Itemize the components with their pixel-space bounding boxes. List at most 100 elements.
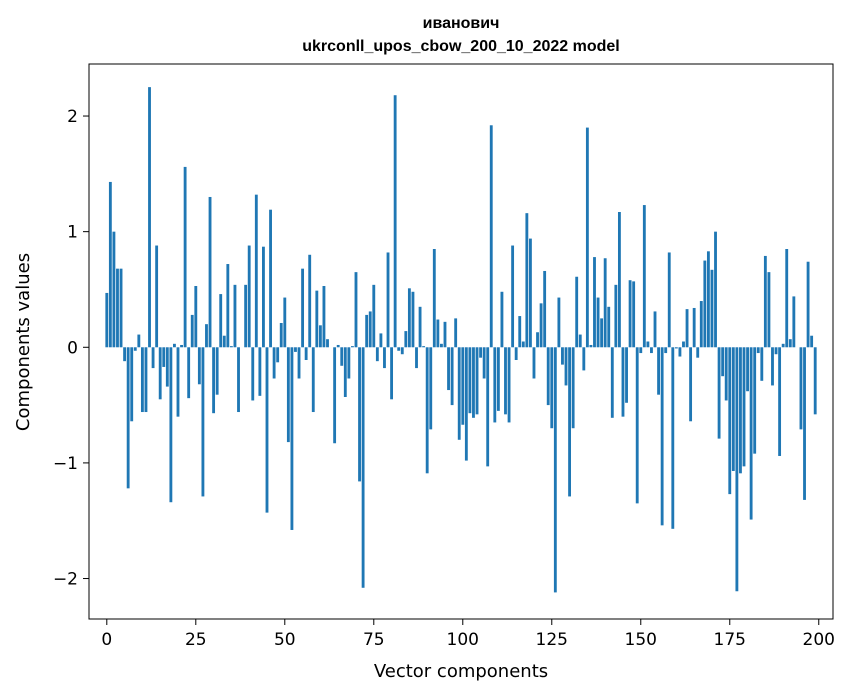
- bar-component-121: [536, 332, 539, 348]
- bar-component-130: [568, 347, 571, 497]
- bar-component-165: [692, 307, 696, 348]
- bar-component-24: [190, 314, 194, 348]
- bar-component-149: [635, 347, 639, 504]
- bar-component-106: [482, 347, 486, 379]
- bar-component-82: [397, 347, 401, 351]
- bar-component-103: [472, 347, 475, 418]
- bar-component-30: [212, 347, 216, 414]
- bar-component-92: [432, 249, 436, 348]
- bar-component-35: [229, 346, 233, 348]
- bar-component-128: [561, 347, 564, 365]
- bar-component-14: [155, 245, 159, 348]
- bar-component-123: [543, 270, 547, 348]
- bar-component-112: [504, 347, 507, 415]
- bar-component-86: [411, 291, 415, 348]
- bar-component-113: [507, 347, 511, 423]
- bar-component-96: [447, 347, 450, 391]
- x-axis-ticks: 0 25 50 75 100 125 150 175 200: [101, 619, 835, 650]
- bar-component-190: [781, 343, 785, 348]
- bar-component-193: [792, 296, 796, 348]
- bar-component-199: [813, 347, 817, 415]
- bar-component-119: [528, 238, 532, 348]
- bar-component-89: [422, 346, 426, 348]
- bar-component-135: [585, 127, 589, 348]
- bar-component-188: [774, 347, 778, 355]
- bar-component-173: [721, 347, 725, 377]
- x-tick-label: 25: [185, 630, 207, 650]
- bar-component-5: [123, 347, 127, 362]
- plot-frame: [88, 63, 834, 620]
- y-tick-label: −1: [53, 454, 78, 474]
- bar-component-95: [443, 321, 447, 348]
- bar-component-183: [756, 347, 760, 354]
- bar-component-104: [475, 347, 479, 415]
- bar-component-73: [365, 314, 369, 348]
- bar-component-147: [628, 280, 632, 348]
- bar-component-2: [112, 231, 116, 348]
- bar-component-97: [450, 347, 454, 406]
- bar-component-171: [714, 231, 717, 348]
- x-tick-label: 50: [274, 630, 296, 650]
- bar-component-184: [760, 347, 764, 381]
- bar-component-37: [237, 347, 240, 413]
- chart-title-line2: ukrconll_upos_cbow_200_10_2022 model: [302, 38, 619, 55]
- bar-component-71: [358, 347, 361, 482]
- bar-component-176: [731, 347, 735, 471]
- bar-component-58: [311, 347, 315, 413]
- bar-component-133: [578, 334, 582, 348]
- bar-component-117: [521, 341, 525, 348]
- bar-component-50: [283, 297, 287, 348]
- bar-component-1: [108, 181, 112, 348]
- bar-component-57: [308, 254, 312, 348]
- bar-component-162: [682, 341, 685, 348]
- bar-component-94: [440, 343, 443, 348]
- bar-component-80: [390, 347, 394, 400]
- bar-component-41: [251, 347, 255, 401]
- bar-component-108: [489, 125, 493, 348]
- bar-component-76: [375, 347, 379, 362]
- bar-component-151: [642, 205, 646, 348]
- bar-component-100: [461, 347, 465, 425]
- bar-component-44: [262, 246, 265, 348]
- bar-component-59: [315, 290, 319, 348]
- bar-component-185: [763, 255, 767, 348]
- bar-component-150: [639, 347, 643, 354]
- bar-component-159: [671, 347, 675, 529]
- bar-component-90: [425, 347, 429, 474]
- bar-component-84: [404, 331, 408, 348]
- bar-component-179: [742, 347, 746, 467]
- bar-component-40: [247, 245, 251, 348]
- bar-component-6: [126, 347, 130, 489]
- bar-component-47: [272, 347, 276, 379]
- bar-component-109: [493, 347, 497, 423]
- bar-component-156: [660, 347, 664, 526]
- y-axis-ticks: −2 −1 0 1 2: [53, 107, 89, 590]
- x-tick-label: 100: [447, 630, 479, 650]
- bar-component-72: [361, 347, 365, 588]
- chart-title-line1: иванович: [423, 15, 500, 32]
- bar-component-138: [596, 297, 600, 348]
- bar-component-105: [479, 347, 483, 358]
- bar-component-167: [699, 301, 703, 348]
- bar-component-178: [739, 347, 742, 474]
- bar-component-79: [386, 252, 390, 348]
- bar-component-61: [322, 286, 326, 348]
- bar-component-70: [354, 272, 358, 348]
- bar-component-166: [696, 347, 700, 358]
- bar-component-152: [646, 341, 650, 348]
- bar-component-110: [496, 347, 500, 411]
- bar-component-77: [379, 333, 383, 348]
- bar-component-98: [454, 318, 458, 348]
- bar-component-34: [226, 264, 230, 348]
- bar-component-51: [286, 347, 290, 443]
- x-tick-label: 75: [363, 630, 385, 650]
- y-axis-label: Components values: [13, 253, 34, 431]
- bar-component-69: [351, 346, 354, 348]
- bar-component-115: [514, 347, 518, 360]
- bar-component-32: [219, 294, 223, 348]
- bar-component-158: [667, 252, 671, 348]
- bar-component-163: [685, 309, 689, 348]
- bar-component-83: [400, 347, 404, 355]
- bar-component-125: [550, 347, 554, 429]
- bar-component-196: [803, 347, 806, 500]
